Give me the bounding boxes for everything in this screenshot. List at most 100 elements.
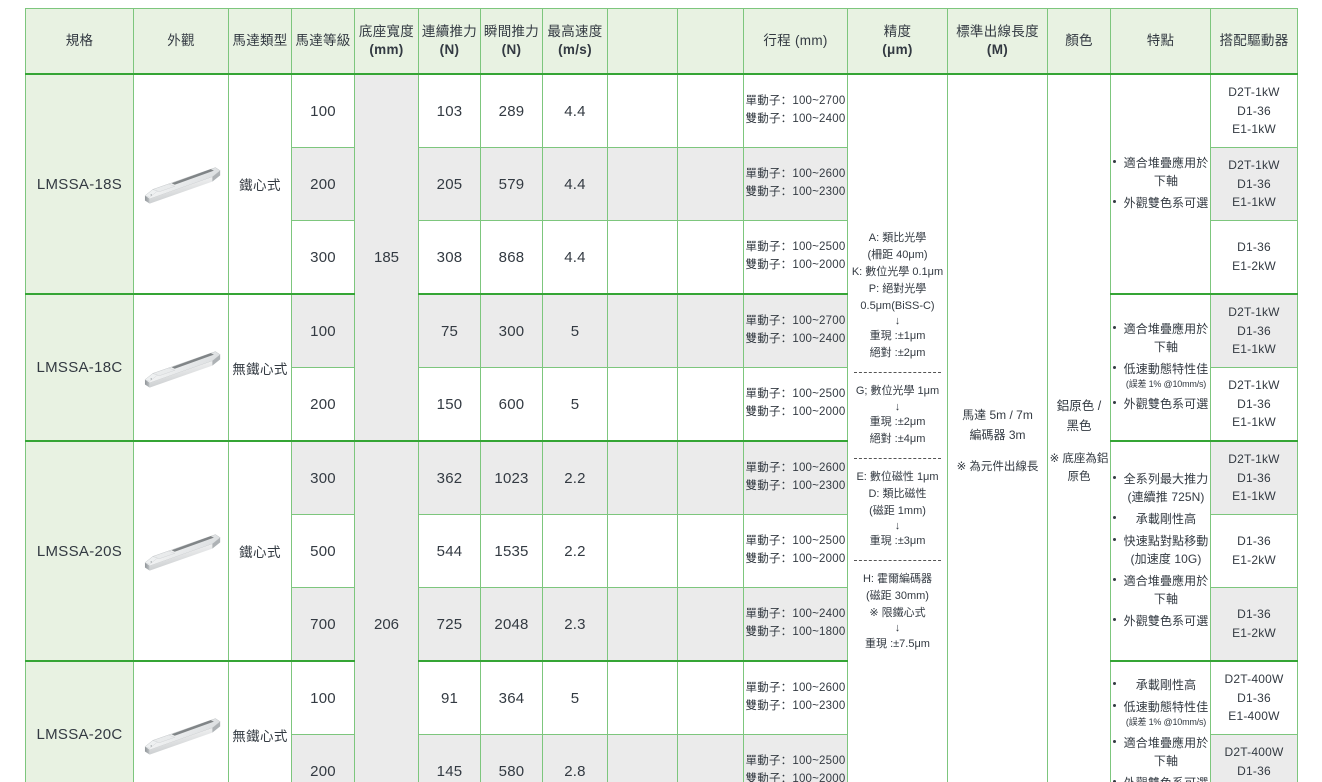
max-speed-cell: 2.2 <box>542 514 608 588</box>
blank-cell-1 <box>607 367 678 442</box>
base-width-cell: 185 <box>354 73 419 442</box>
stroke-line: 單動子：100~2600 <box>745 168 846 181</box>
header-motor-grade: 馬達等級 <box>291 8 355 75</box>
feature-item: 低速動態特性佳 (誤差 1% @10mm/s) <box>1113 698 1210 730</box>
linear-stage-photo <box>144 534 221 571</box>
feature-item: 低速動態特性佳 (誤差 1% @10mm/s) <box>1113 360 1210 392</box>
stroke-line: 單動子：100~2700 <box>745 95 846 108</box>
peak-force-cell: 1023 <box>480 440 543 515</box>
stroke-line: 雙動子：100~2000 <box>745 773 846 782</box>
feature-item: 適合堆疊應用於下軸 <box>1113 156 1209 188</box>
driver-cell: D2T-1kW D1-36 E1-1kW <box>1210 147 1298 221</box>
stroke-cell: 單動子：100~2600 雙動子：100~2300 <box>743 660 848 735</box>
stroke-line: 單動子：100~2500 <box>745 535 846 548</box>
cable-length-cell: 馬達 5m / 7m 編碼器 3m ※ 為元件出線長 <box>947 73 1048 782</box>
max-speed-cell: 2.2 <box>542 440 608 515</box>
accuracy-line: ↓ <box>894 315 901 328</box>
features-list: 適合堆疊應用於下軸 低速動態特性佳 (誤差 1% @10mm/s) 外觀雙色系可選 <box>1111 320 1210 414</box>
stroke-cell: 單動子：100~2600 雙動子：100~2300 <box>743 147 848 221</box>
appearance-cell <box>133 660 229 782</box>
stroke-line: 雙動子：100~1800 <box>745 626 846 638</box>
color-line: 黑色 <box>1066 418 1092 433</box>
continuous-force-cell: 725 <box>418 587 481 662</box>
blank-cell-1 <box>607 734 678 782</box>
blank-cell-2 <box>677 73 744 148</box>
color-cell: 鋁原色 / 黑色 ※ 底座為鋁原色 <box>1047 73 1111 782</box>
features-cell: 適合堆疊應用於下軸 外觀雙色系可選 <box>1110 73 1211 295</box>
blank-cell-2 <box>677 147 744 221</box>
stroke-cell: 單動子：100~2500 雙動子：100~2000 <box>743 367 848 442</box>
feature-item: 適合堆疊應用於下軸 <box>1113 574 1209 606</box>
driver-line: D1-36 <box>1237 103 1271 118</box>
driver-cell: D1-36 E1-2kW <box>1210 587 1298 662</box>
accuracy-line: ↓ <box>894 519 901 532</box>
driver-line: D1-36 <box>1237 690 1271 705</box>
stroke-line: 雙動子：100~2400 <box>745 333 846 345</box>
blank-cell-1 <box>607 293 678 368</box>
driver-line: D1-36 <box>1237 323 1271 338</box>
accuracy-block-1: A: 類比光學 (柵距 40μm) K: 數位光學 0.1μm P: 絕對光學 0.5μ… <box>848 227 947 366</box>
table-row: 500 544 1535 2.2 單動子：100~2500 雙動子：100~2000 D1-… <box>26 514 1298 588</box>
driver-line: D1-36 <box>1237 470 1271 485</box>
motor-grade-cell: 100 <box>291 73 355 148</box>
driver-cell: D2T-400W D1-36 E1-400W <box>1210 660 1298 735</box>
header-accuracy: 精度 (μm) <box>847 8 948 75</box>
header-stroke: 行程 (mm) <box>743 8 848 75</box>
max-speed-cell: 5 <box>542 293 608 368</box>
table-row: 700 725 2048 2.3 單動子：100~2400 雙動子：100~1800 D1-… <box>26 587 1298 662</box>
header-spec: 規格 <box>25 8 134 75</box>
blank-cell-2 <box>677 293 744 368</box>
blank-cell-2 <box>677 587 744 662</box>
linear-stage-photo <box>144 718 221 755</box>
motor-type-cell: 鐵心式 <box>228 73 292 295</box>
driver-line: D2T-400W <box>1224 745 1284 760</box>
max-speed-cell: 5 <box>542 367 608 442</box>
continuous-force-cell: 308 <box>418 220 481 295</box>
stroke-line: 單動子：100~2600 <box>745 682 846 695</box>
stroke-line: 雙動子：100~2300 <box>745 186 846 198</box>
peak-force-cell: 300 <box>480 293 543 368</box>
accuracy-line: 重現 :±1μm <box>869 330 926 343</box>
stroke-line: 單動子：100~2500 <box>745 755 846 768</box>
driver-line: E1-400W <box>1228 709 1280 724</box>
stroke-line: 單動子：100~2400 <box>745 608 846 621</box>
feature-item: 適合堆疊應用於下軸 <box>1113 321 1209 354</box>
driver-line: D2T-1kW <box>1228 85 1280 100</box>
table-row: 200 145 580 2.8 單動子：100~2500 雙動子：100~2000 D2T-… <box>26 734 1298 782</box>
max-speed-cell: 4.4 <box>542 147 608 221</box>
blank-cell-1 <box>607 220 678 295</box>
blank-cell-2 <box>677 367 744 442</box>
continuous-force-cell: 150 <box>418 367 481 442</box>
feature-note: (誤差 1% @10mm/s) <box>1125 378 1207 389</box>
feature-item: 適合堆疊應用於下軸 <box>1113 735 1209 768</box>
stroke-cell: 單動子：100~2500 雙動子：100~2000 <box>743 734 848 782</box>
accuracy-line: K: 數位光學 0.1μm <box>851 266 944 279</box>
driver-cell: D1-36 E1-2kW <box>1210 514 1298 588</box>
blank-cell-1 <box>607 147 678 221</box>
blank-cell-2 <box>677 440 744 515</box>
table-row: 200 205 579 4.4 單動子：100~2600 雙動子：100~2300 D2T-… <box>26 147 1298 221</box>
peak-force-cell: 1535 <box>480 514 543 588</box>
accuracy-line: 重現 :±3μm <box>869 535 926 548</box>
motor-grade-cell: 300 <box>291 440 355 515</box>
continuous-force-cell: 362 <box>418 440 481 515</box>
accuracy-line: 絕對 :±2μm <box>869 347 926 360</box>
motor-grade-cell: 100 <box>291 660 355 735</box>
accuracy-line: A: 類比光學 <box>868 231 927 244</box>
stroke-line: 雙動子：100~2300 <box>745 480 846 492</box>
table-row: 300 308 868 4.4 單動子：100~2500 雙動子：100~2000 D1-3… <box>26 220 1298 295</box>
driver-line: D1-36 <box>1237 240 1271 255</box>
accuracy-block-2: G; 數位光學 1μm ↓ 重現 :±2μm 絕對 :±4μm <box>848 380 947 450</box>
motor-grade-cell: 700 <box>291 587 355 662</box>
driver-line: E1-1kW <box>1232 489 1276 504</box>
stroke-line: 單動子：100~2500 <box>745 388 846 401</box>
table-body: LMSSA-18S 鐵心式 100 185 103 289 4.4 單動子：100~2700… <box>25 73 1298 782</box>
stroke-cell: 單動子：100~2400 雙動子：100~1800 <box>743 587 848 662</box>
table-row: LMSSA-18S 鐵心式 100 185 103 289 4.4 單動子：100~2700… <box>25 73 1298 782</box>
header-continuous-force: 連續推力 (N) <box>418 8 481 75</box>
accuracy-line: 重現 :±7.5μm <box>865 637 930 650</box>
linear-stage-photo <box>144 350 221 388</box>
blank-cell-1 <box>607 587 678 662</box>
feature-note: (誤差 1% @10mm/s) <box>1125 717 1207 727</box>
max-speed-cell: 4.4 <box>542 73 608 148</box>
